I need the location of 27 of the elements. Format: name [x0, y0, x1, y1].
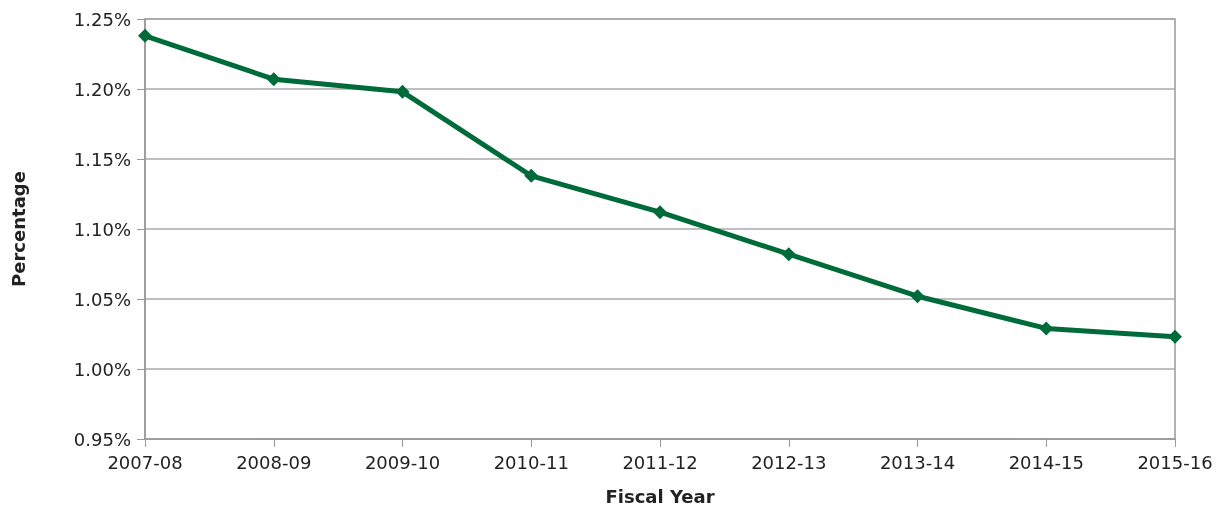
point [910, 289, 925, 304]
y-axis-title: Percentage [7, 171, 29, 287]
y-tick-label: 1.05% [73, 288, 131, 310]
y-tick-label: 1.00% [73, 358, 131, 380]
x-tick-label: 2008-09 [236, 451, 312, 473]
x-tick-label: 2011-12 [622, 451, 698, 473]
x-tick-label: 2014-15 [1008, 451, 1084, 473]
point [524, 168, 539, 183]
x-tick-label: 2013-14 [879, 451, 956, 473]
point [781, 247, 796, 262]
x-tick-label: 2012-13 [751, 451, 827, 473]
y-tick-label: 0.95% [73, 428, 131, 450]
x-axis-title: Fiscal Year [605, 485, 715, 507]
y-tick-label: 1.25% [73, 8, 131, 30]
y-tick-label: 1.15% [73, 148, 131, 170]
x-tick-label: 2015-16 [1137, 451, 1213, 473]
point [138, 28, 152, 43]
x-tick-label: 2007-08 [107, 451, 183, 473]
point [653, 205, 667, 220]
point [1039, 321, 1054, 336]
x-tick-label: 2010-11 [493, 451, 569, 473]
point [395, 84, 410, 99]
point [1168, 329, 1182, 344]
x-tick-label: 2009-10 [364, 451, 441, 473]
y-tick-label: 1.20% [73, 78, 131, 100]
y-tick-label: 1.10% [73, 218, 131, 240]
point [266, 72, 281, 87]
